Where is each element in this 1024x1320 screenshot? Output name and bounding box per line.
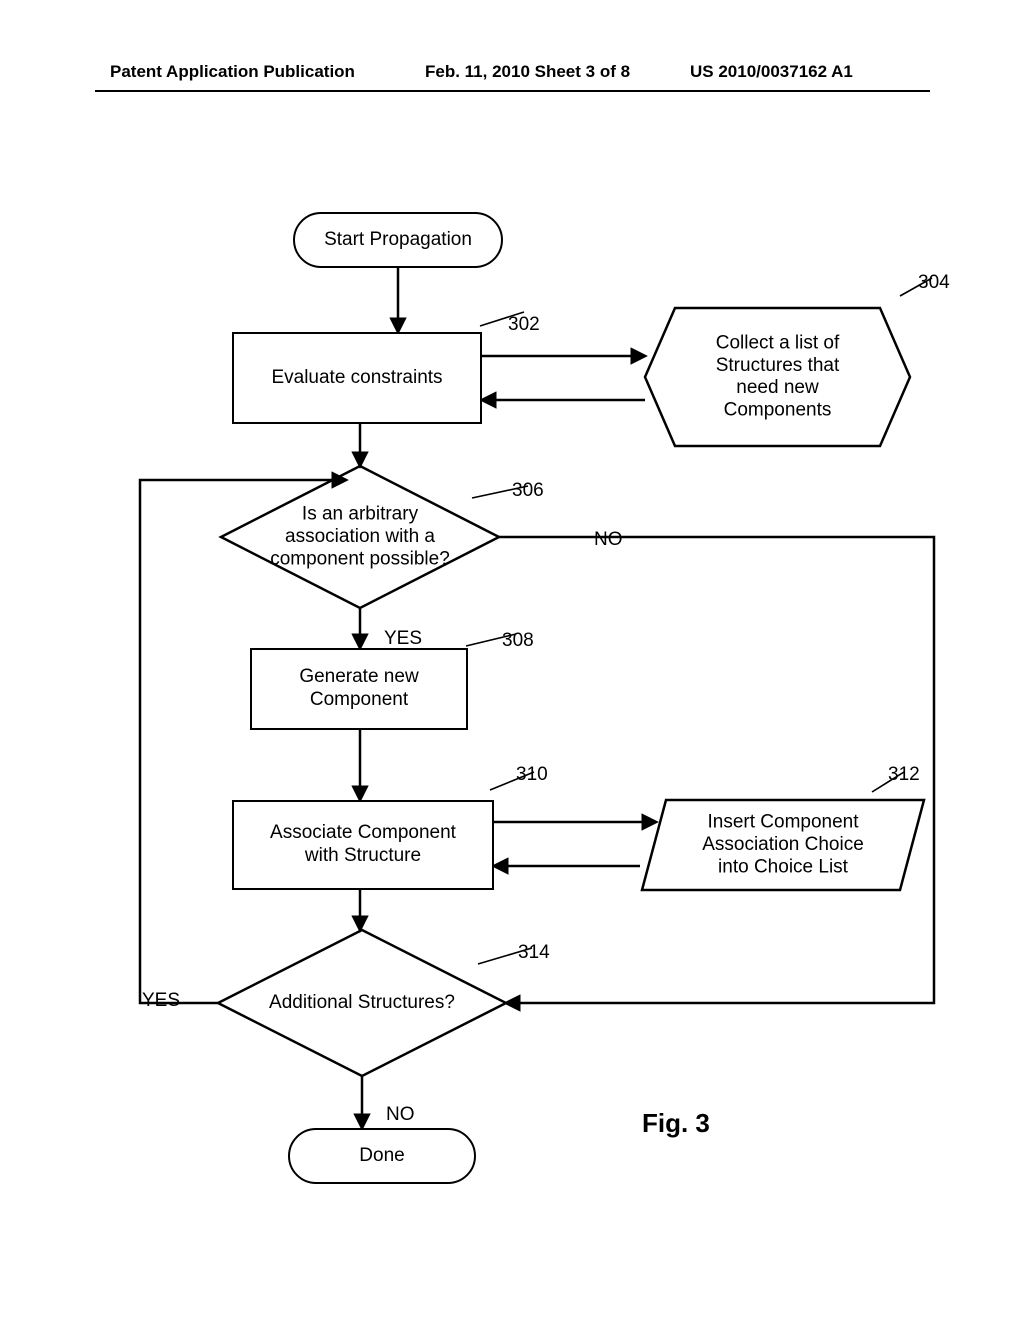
- edge-label: YES: [142, 990, 180, 1012]
- flow-node: Done: [288, 1128, 476, 1184]
- edge-label: NO: [594, 529, 623, 551]
- ref-number: 314: [518, 942, 550, 964]
- svg-text:Additional Structures?: Additional Structures?: [269, 992, 455, 1013]
- flow-node: Evaluate constraints: [232, 332, 482, 424]
- svg-text:Insert ComponentAssociation Ch: Insert ComponentAssociation Choiceinto C…: [702, 812, 864, 878]
- ref-number: 306: [512, 480, 544, 502]
- ref-number: 310: [516, 764, 548, 786]
- svg-text:Collect a list ofStructures th: Collect a list ofStructures thatneed new…: [716, 332, 840, 420]
- flow-node: Start Propagation: [293, 212, 503, 268]
- ref-number: 304: [918, 272, 950, 294]
- figure-label: Fig. 3: [642, 1108, 710, 1139]
- flow-node: Associate Componentwith Structure: [232, 800, 494, 890]
- svg-overlay: Collect a list ofStructures thatneed new…: [0, 0, 1024, 1320]
- flow-node: Generate newComponent: [250, 648, 468, 730]
- edge-label: YES: [384, 628, 422, 650]
- ref-number: 302: [508, 314, 540, 336]
- ref-number: 312: [888, 764, 920, 786]
- ref-number: 308: [502, 630, 534, 652]
- diagram-canvas: Collect a list ofStructures thatneed new…: [0, 0, 1024, 1320]
- svg-text:Is an arbitraryassociation wit: Is an arbitraryassociation with acompone…: [270, 504, 450, 570]
- edge-label: NO: [386, 1104, 415, 1126]
